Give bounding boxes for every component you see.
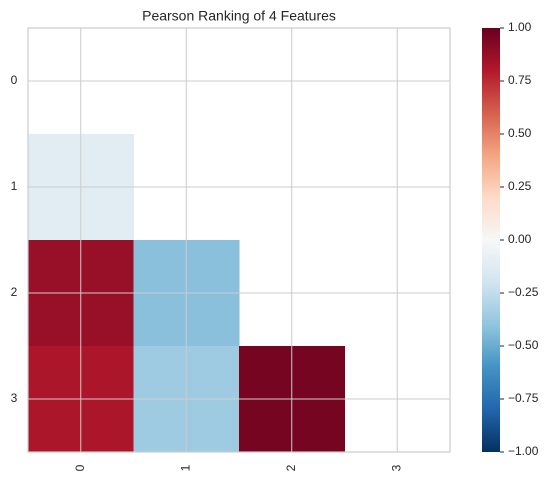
x-tick-label: 1 xyxy=(178,464,192,471)
y-tick-label: 2 xyxy=(11,285,18,299)
x-tick-label: 3 xyxy=(389,464,403,471)
colorbar-tick-label: −1.00 xyxy=(508,444,539,458)
colorbar-tick-label: 1.00 xyxy=(508,20,532,34)
colorbar-tick-label: −0.50 xyxy=(508,338,539,352)
plot-border xyxy=(27,27,451,453)
y-tick-label: 0 xyxy=(11,73,18,87)
colorbar-tick-label: 0.00 xyxy=(508,232,532,246)
colorbar-tick-label: 0.25 xyxy=(508,179,532,193)
colorbar-tick-label: −0.75 xyxy=(508,391,539,405)
x-tick-label: 2 xyxy=(284,464,298,471)
x-tick-label: 0 xyxy=(73,464,87,471)
colorbar-tick-label: −0.25 xyxy=(508,285,539,299)
colorbar-tick-label: 0.75 xyxy=(508,73,532,87)
chart-title: Pearson Ranking of 4 Features xyxy=(142,8,336,24)
y-tick-label: 3 xyxy=(11,391,18,405)
colorbar-tick-label: 0.50 xyxy=(508,126,532,140)
colorbar xyxy=(482,28,500,452)
y-tick-label: 1 xyxy=(11,179,18,193)
